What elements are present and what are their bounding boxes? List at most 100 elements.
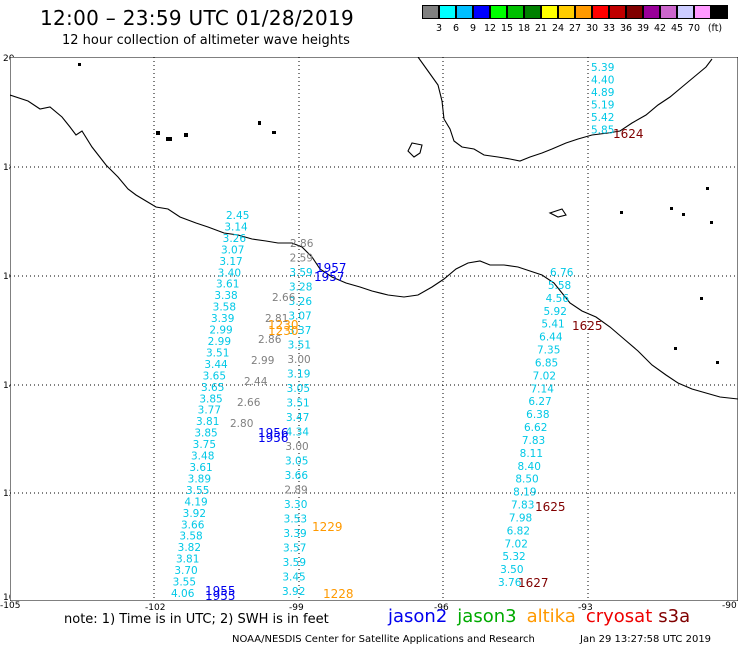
timestamp: Jan 29 13:27:58 UTC 2019 [580, 634, 712, 645]
wave-height-label: 3.55 [173, 577, 196, 589]
wave-height-label: 7.02 [505, 538, 528, 550]
lat-label-12: 12 [3, 489, 15, 499]
wave-height-label: 5.41 [541, 319, 564, 331]
scale-tick: 21 [534, 23, 548, 34]
wave-height-label: 3.59 [289, 267, 312, 279]
wave-height-label: 3.17 [219, 256, 242, 268]
wave-height-label: 6.76 [550, 267, 574, 279]
wave-height-label: 3.30 [284, 499, 307, 511]
scale-swatch [456, 5, 473, 19]
scale-tick: 70 [687, 23, 701, 34]
wave-height-label: 8.11 [520, 448, 543, 460]
scale-tick: 33 [602, 23, 616, 34]
legend-jason2: jason2 [388, 606, 448, 627]
wave-height-label: 3.77 [198, 405, 221, 417]
wave-height-label: 3.81 [196, 416, 219, 428]
map-title: 12:00 – 23:59 UTC 01/28/2019 [40, 6, 355, 30]
wave-height-label: 3.38 [214, 290, 237, 302]
wave-height-label: 3.07 [221, 244, 244, 256]
pass-time-label: 1627 [518, 576, 549, 590]
coastline-north [417, 57, 713, 162]
wave-height-label: 4.06 [171, 588, 195, 600]
wave-height-label: 3.82 [178, 542, 201, 554]
lon-label-93: -93 [578, 603, 593, 613]
wave-height-label: 3.58 [179, 531, 202, 543]
wave-height-label: 2.86 [290, 238, 314, 250]
scale-tick: 42 [653, 23, 667, 34]
credit-line: NOAA/NESDIS Center for Satellite Applica… [232, 634, 535, 645]
scale-tick: 18 [517, 23, 531, 34]
pass-time-label: 1229 [312, 520, 343, 534]
legend-s3a: s3a [658, 606, 691, 627]
wave-height-label: 8.19 [513, 487, 536, 499]
wave-height-label: 3.89 [188, 473, 211, 485]
wave-height-label: 3.92 [183, 508, 206, 520]
lon-label-105: -105 [0, 601, 21, 611]
lon-label-99: -99 [289, 603, 304, 613]
pass-time-label: 1624 [613, 127, 644, 141]
scale-tick: 36 [619, 23, 633, 34]
wave-height-label: 3.05 [285, 456, 308, 468]
wave-height-label: 3.85 [194, 428, 217, 440]
wave-height-label: 3.45 [282, 572, 305, 584]
wave-height-label: 7.35 [537, 345, 560, 357]
pass-time-label: 1957 [314, 270, 345, 284]
wave-height-label: 3.28 [289, 282, 312, 294]
coastline [10, 94, 738, 400]
lat-label-20: 20 [3, 54, 15, 64]
wave-height-label: 3.39 [283, 528, 306, 540]
lon-label-102: -102 [145, 603, 166, 613]
wave-height-label: 2.44 [244, 376, 268, 388]
map-subtitle: 12 hour collection of altimeter wave hei… [62, 33, 350, 48]
wave-height-label: 3.81 [176, 554, 199, 566]
wave-height-label: 3.00 [287, 354, 310, 366]
wave-height-label: 3.40 [218, 267, 241, 279]
scale-swatch [439, 5, 456, 19]
scale-swatch [711, 5, 728, 19]
scale-tick: 3 [435, 23, 443, 34]
wave-height-label: 6.27 [528, 396, 551, 408]
scale-swatch [473, 5, 490, 19]
wave-height-label: 6.82 [507, 525, 530, 537]
wave-height-label: 4.89 [591, 87, 614, 99]
pass-time-label: 1625 [572, 319, 603, 333]
wave-height-label: 5.42 [591, 112, 614, 124]
wave-height-label: 3.05 [287, 383, 310, 395]
wave-height-label: 4.56 [546, 293, 570, 305]
scale-swatch [694, 5, 711, 19]
scale-swatch [490, 5, 507, 19]
wave-height-label: 7.98 [509, 512, 532, 524]
wave-height-label: 3.44 [204, 359, 228, 371]
lon-label-96: -96 [434, 603, 449, 613]
scale-swatch [592, 5, 609, 19]
scale-swatch [677, 5, 694, 19]
scale-swatch [660, 5, 677, 19]
wave-height-label: 3.14 [224, 221, 248, 233]
wave-height-label: 3.75 [193, 439, 216, 451]
wave-height-label: 3.26 [223, 233, 247, 245]
wave-height-label: 3.00 [285, 441, 308, 453]
scale-swatch [524, 5, 541, 19]
wave-height-label: 8.40 [518, 461, 541, 473]
wave-height-label: 2.59 [290, 253, 313, 265]
wave-height-label: 3.61 [189, 462, 212, 474]
scale-swatch [609, 5, 626, 19]
wave-height-label: 5.32 [502, 551, 525, 563]
scale-swatch [643, 5, 660, 19]
wave-height-label: 2.66 [272, 292, 296, 304]
scale-tick: 15 [500, 23, 514, 34]
wave-height-label: 2.99 [251, 355, 274, 367]
scale-swatch [541, 5, 558, 19]
wave-height-label: 3.50 [500, 564, 523, 576]
wave-height-label: 3.66 [285, 470, 309, 482]
wave-height-label: 3.76 [498, 577, 522, 589]
scale-unit: (ft) [707, 23, 723, 34]
scale-tick: 9 [469, 23, 477, 34]
legend-altika: altika [526, 606, 576, 627]
wave-height-label: 2.66 [237, 397, 261, 409]
gulf-coast [407, 142, 567, 218]
lat-label-18: 18 [3, 163, 15, 173]
wave-height-label: 3.92 [282, 586, 305, 598]
